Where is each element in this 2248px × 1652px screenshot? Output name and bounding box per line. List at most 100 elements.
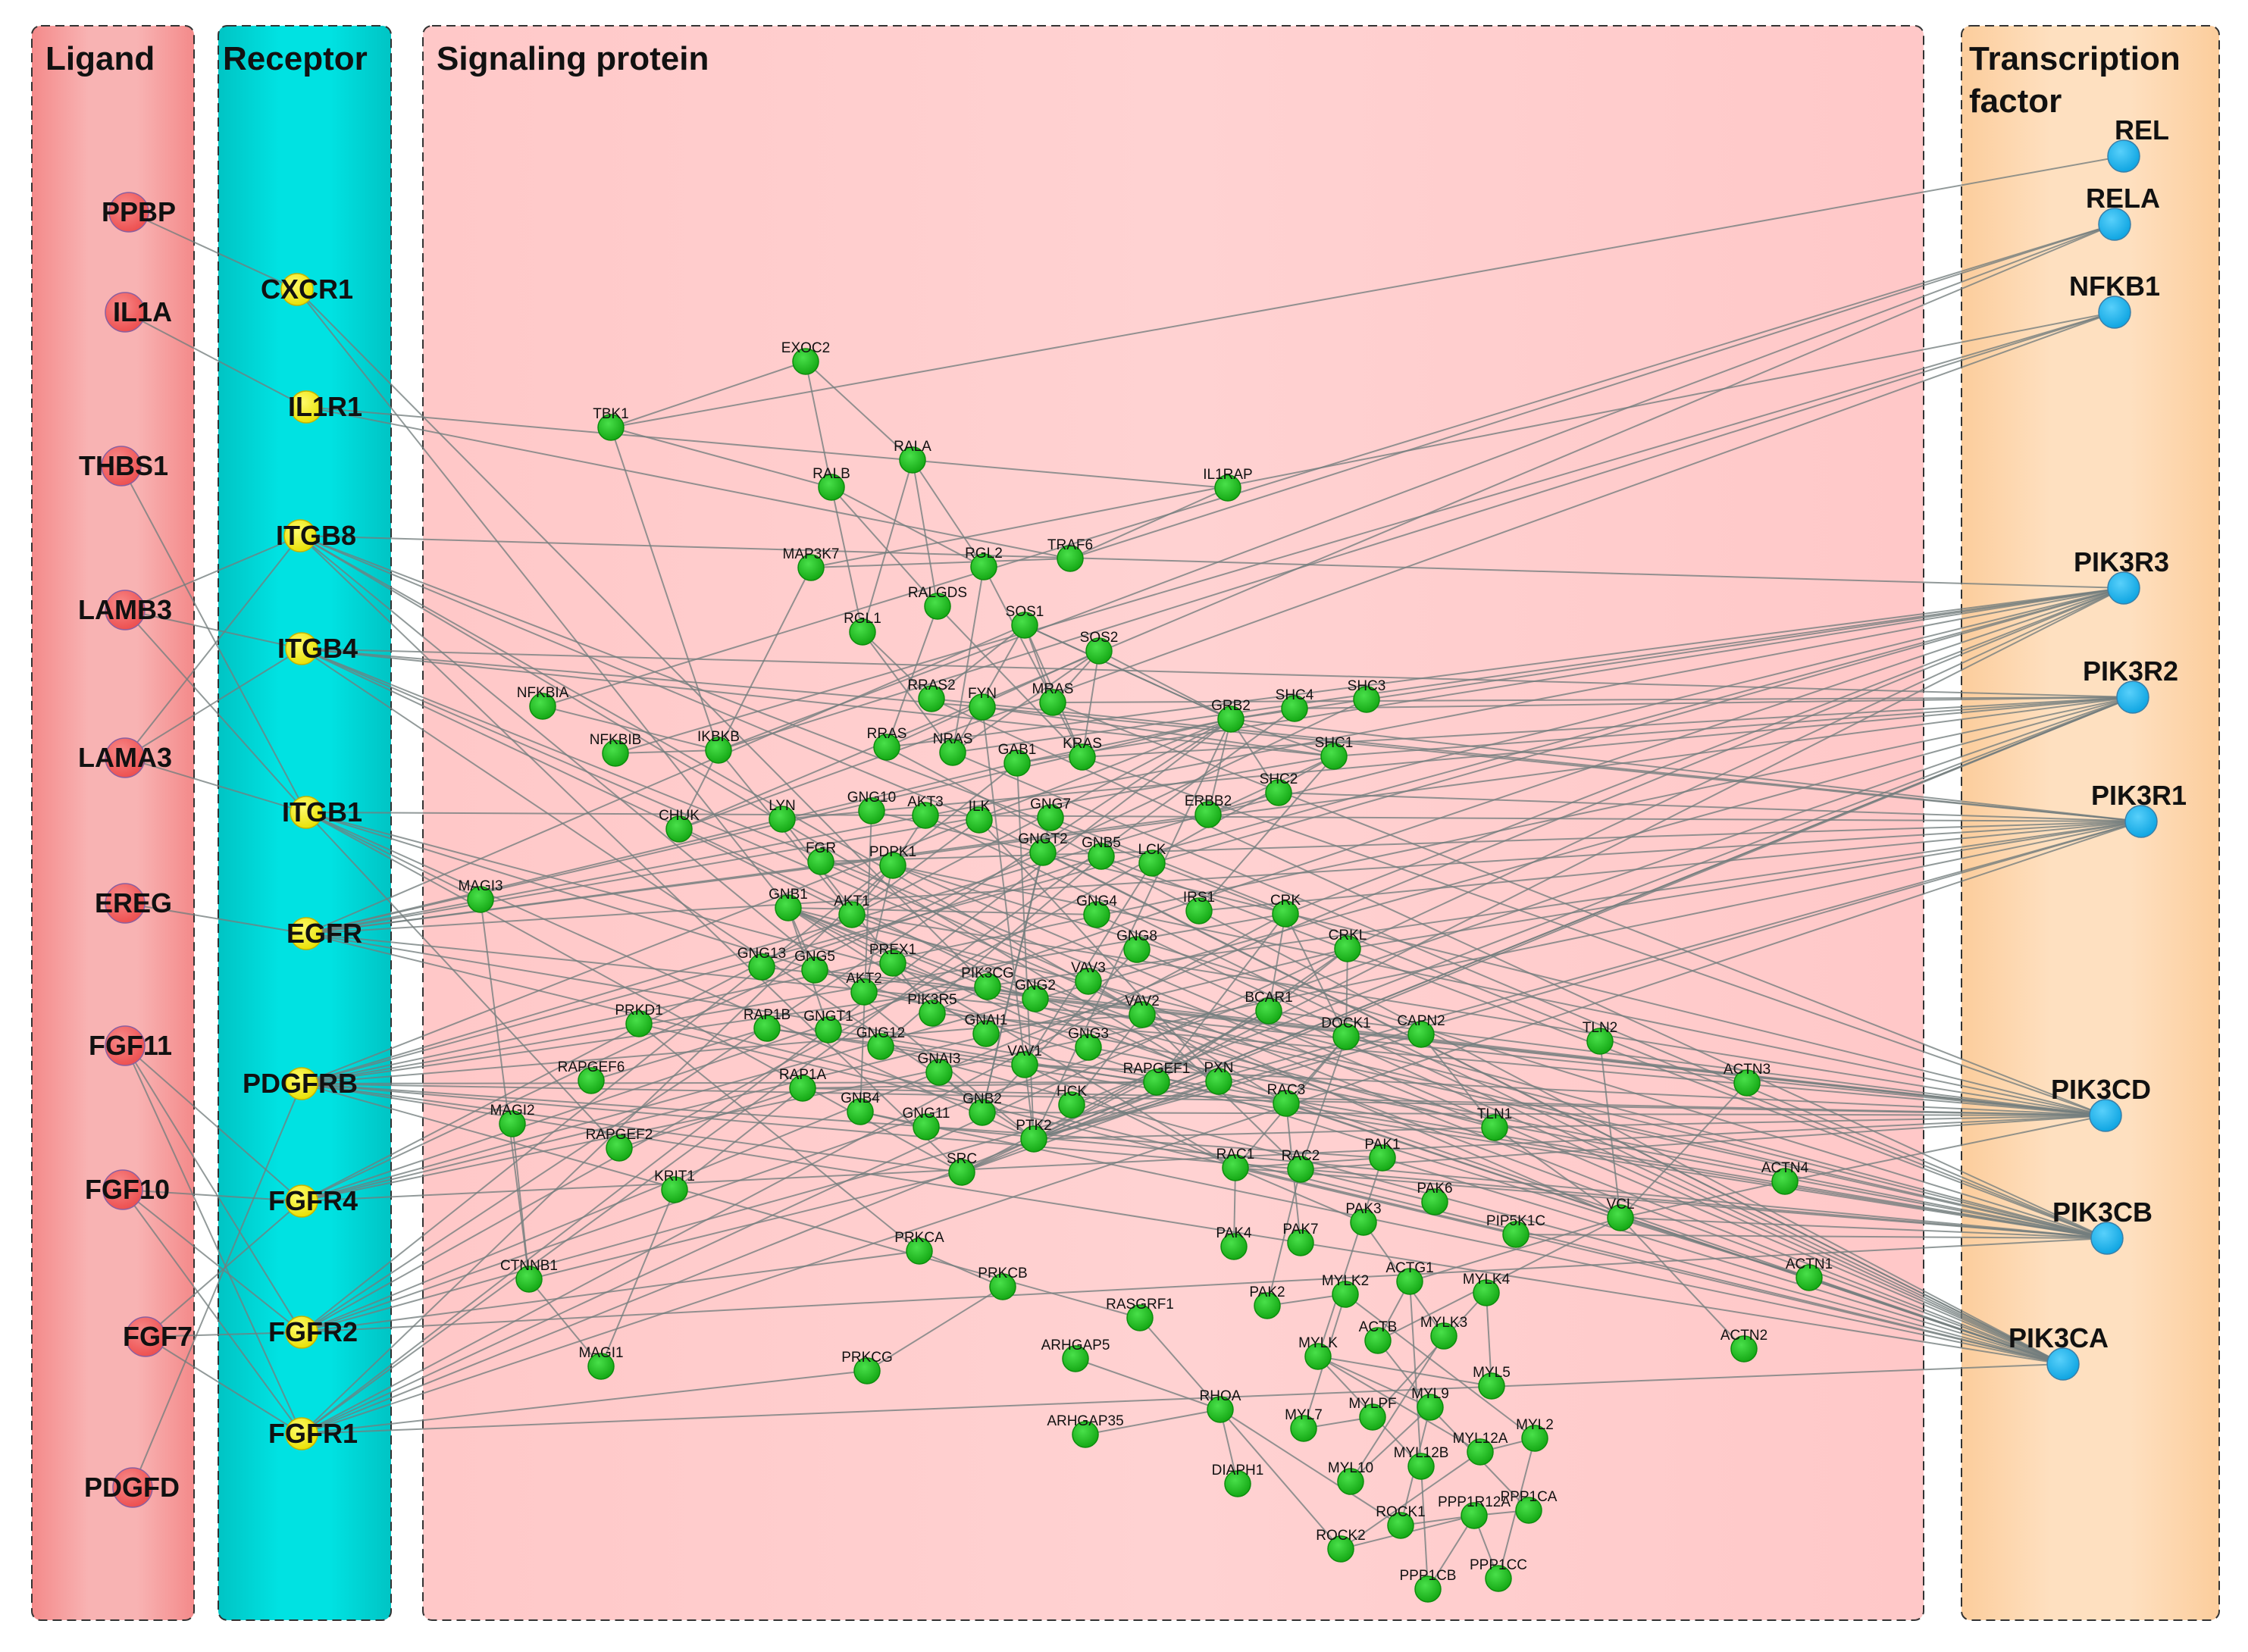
node-circle-map3k7 <box>797 554 825 581</box>
node-vcl: VCL <box>1607 1197 1634 1231</box>
node-label-lama3: LAMA3 <box>78 742 172 773</box>
node-gng11: GNG11 <box>902 1106 950 1140</box>
node-label-lyn: LYN <box>769 798 796 814</box>
node-ilk: ILK <box>966 799 993 834</box>
node-label-rgl1: RGL1 <box>844 611 881 627</box>
node-label-gnai1: GNAI1 <box>964 1012 1007 1028</box>
node-circle-rela <box>2098 208 2131 241</box>
node-label-rasgrf1: RASGRF1 <box>1106 1297 1174 1313</box>
edge-crk-pik3r3 <box>1285 587 2124 915</box>
node-circle-gng4 <box>1083 901 1110 928</box>
node-label-ralgds: RALGDS <box>908 585 967 601</box>
node-irs1: IRS1 <box>1183 890 1215 925</box>
edge-dock1-rac2 <box>1300 1036 1347 1170</box>
edge-prkd1-pik3ca <box>638 1023 2064 1365</box>
node-circle-crk <box>1272 900 1299 928</box>
node-label-pak2: PAK2 <box>1249 1284 1285 1300</box>
node-label-pik3r2: PIK3R2 <box>2083 655 2178 687</box>
edge-rock2-myl12a <box>1340 1451 1481 1550</box>
node-label-actn2: ACTN2 <box>1720 1328 1767 1344</box>
node-sos1: SOS1 <box>1006 604 1044 639</box>
node-label-gng8: GNG8 <box>1116 928 1157 944</box>
node-circle-rapgef2 <box>606 1134 633 1162</box>
node-circle-rock1 <box>1387 1512 1414 1539</box>
edge-gnb2-pik3cd <box>982 1112 2106 1116</box>
edge-pdgfrb-shc2 <box>301 792 1279 1084</box>
node-label-pik3r1: PIK3R1 <box>2091 780 2187 811</box>
node-label-rras: RRAS <box>867 726 907 742</box>
node-circle-rgl1 <box>849 618 876 646</box>
node-lama3: LAMA3 <box>78 737 172 778</box>
node-circle-mras <box>1039 689 1066 716</box>
node-circle-dock1 <box>1332 1023 1360 1050</box>
node-circle-rac3 <box>1273 1090 1300 1117</box>
node-circle-myl12b <box>1407 1453 1435 1480</box>
node-circle-mylpf <box>1359 1403 1386 1431</box>
edge-rras2-pik3cb <box>931 698 2108 1239</box>
edge-ikbkb-rela <box>718 224 2115 751</box>
node-circle-rapgef1 <box>1143 1068 1170 1096</box>
edge-lama3-itgb4 <box>124 648 302 759</box>
node-circle-magi1 <box>587 1353 615 1380</box>
node-label-ikbkb: IKBKB <box>697 729 740 745</box>
node-label-gng7: GNG7 <box>1030 796 1071 812</box>
node-circle-gng8 <box>1123 936 1151 963</box>
node-gng4: GNG4 <box>1076 893 1117 928</box>
ligand-panel: Ligand <box>31 25 195 1621</box>
node-label-pdgfrb: PDGFRB <box>243 1068 358 1099</box>
tf-panel-title-line1: Transcription <box>1969 40 2181 77</box>
node-label-lamb3: LAMB3 <box>78 594 172 625</box>
edge-actn1-pik3ca <box>1808 1277 2064 1365</box>
node-itgb4: ITGB4 <box>277 632 358 665</box>
edge-fgfr2-pik3r2 <box>301 696 2134 1333</box>
edge-ralb-rgl2 <box>831 487 985 568</box>
node-circle-actg1 <box>1396 1268 1423 1295</box>
edge-map3k7-ikbkb <box>718 567 812 751</box>
edge-fgf11-fgfr1 <box>124 1045 302 1435</box>
edge-gnb4-pik3ca <box>859 1111 2064 1365</box>
edge-nfkbia-rela <box>542 224 2115 707</box>
node-label-gnb5: GNB5 <box>1082 835 1121 851</box>
node-label-magi3: MAGI3 <box>458 878 503 894</box>
edge-erbb2-pik3r3 <box>1207 587 2124 815</box>
node-circle-capn2 <box>1407 1021 1435 1048</box>
node-rac2: RAC2 <box>1282 1148 1320 1183</box>
node-pik3cd: PIK3CD <box>2051 1074 2151 1132</box>
edge-prex1-gnb1 <box>787 907 894 964</box>
node-bcar1: BCAR1 <box>1245 990 1293 1025</box>
node-circle-rala <box>899 446 926 474</box>
edge-cxcr1-pik3cg <box>296 289 988 987</box>
node-circle-lama3 <box>105 737 146 778</box>
node-label-mylpf: MYLPF <box>1348 1396 1396 1412</box>
node-circle-vcl <box>1607 1204 1634 1231</box>
node-prkcb: PRKCB <box>978 1266 1028 1300</box>
node-fyn: FYN <box>968 686 997 721</box>
node-circle-lck <box>1138 849 1166 877</box>
node-pik3r5: PIK3R5 <box>907 992 957 1027</box>
edge-crkl-pik3r1 <box>1347 821 2142 950</box>
edge-itgb1-ptk2 <box>305 812 1035 1140</box>
node-gnb2: GNB2 <box>963 1091 1002 1126</box>
node-circle-itgb8 <box>283 519 317 552</box>
node-gab1: GAB1 <box>998 742 1036 777</box>
edge-pdpk1-pik3ca <box>892 865 2064 1365</box>
node-label-crkl: CRKL <box>1329 928 1367 943</box>
node-label-traf6: TRAF6 <box>1047 537 1093 553</box>
edge-egfr-sos1 <box>305 624 1025 934</box>
node-lamb3: LAMB3 <box>78 590 172 630</box>
node-label-ralb: RALB <box>812 466 850 482</box>
node-circle-actn2 <box>1730 1335 1758 1363</box>
node-label-map3k7: MAP3K7 <box>783 546 840 562</box>
edge-pdgfrb-pik3ca <box>301 1083 2064 1365</box>
node-rapgef1: RAPGEF1 <box>1123 1061 1190 1096</box>
node-mylk3: MYLK3 <box>1420 1315 1467 1350</box>
node-label-actn1: ACTN1 <box>1786 1256 1833 1272</box>
node-circle-fgr <box>807 848 834 875</box>
node-egfr: EGFR <box>286 917 362 950</box>
node-circle-krit1 <box>661 1176 688 1203</box>
node-lck: LCK <box>1138 842 1166 877</box>
node-rel: REL <box>2107 114 2169 173</box>
edge-tbk1-rel <box>610 155 2124 428</box>
edge-gng10-pik3cd <box>871 810 2106 1116</box>
node-label-shc3: SHC3 <box>1348 678 1386 694</box>
